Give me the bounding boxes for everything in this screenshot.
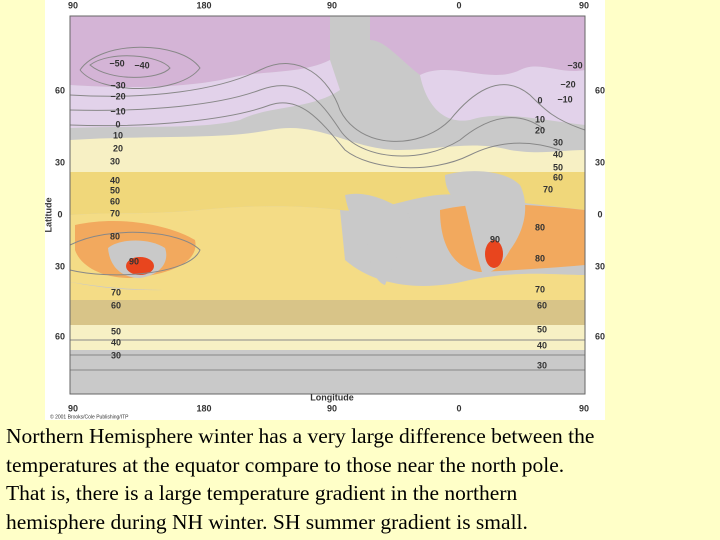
- caption-line: temperatures at the equator compare to t…: [6, 452, 565, 477]
- isotherm-label: 20: [113, 143, 123, 153]
- isotherm-label: −50: [109, 58, 124, 68]
- isolines: [69, 46, 586, 371]
- caption-line: That is, there is a large temperature gr…: [6, 481, 518, 505]
- bottom-tick-label: 180: [196, 403, 211, 413]
- isotherm-label: 60: [553, 172, 563, 182]
- right-tick-label: 60: [595, 331, 605, 341]
- isotherm-label: 70: [111, 287, 121, 297]
- isotherm-label: 30: [111, 350, 121, 360]
- isotherm-label: 30: [553, 137, 563, 147]
- isotherm-label: −40: [134, 60, 149, 70]
- temperature-map: 90 180 90 0 90 90 180 90 0 90 60 30 0 30 60 60 30 0 30 60 La…: [43, 0, 605, 420]
- isotherm-label: 50: [111, 326, 121, 336]
- cool-zone: [70, 60, 340, 128]
- isotherm-label: −10: [110, 106, 125, 116]
- cold-zone: [370, 16, 585, 75]
- map-frame: [69, 15, 586, 395]
- top-tick-label: 90: [327, 0, 337, 10]
- isotherm-label: 0: [537, 95, 542, 105]
- isotherm-label: 60: [111, 300, 121, 310]
- isotherm-label: 0: [115, 119, 120, 129]
- top-tick-label: 90: [579, 0, 589, 10]
- isotherm-label: 90: [490, 234, 500, 244]
- y-axis-label: Latitude: [43, 198, 53, 233]
- left-tick-label: 30: [55, 261, 65, 271]
- isotherm-label: 50: [553, 162, 563, 172]
- left-tick-label: 60: [55, 85, 65, 95]
- isotherm-label: −10: [557, 94, 572, 104]
- temperate-band: [70, 300, 585, 325]
- isotherm-label: −20: [560, 79, 575, 89]
- bottom-tick-label: 90: [579, 403, 589, 413]
- top-tick-label: 0: [456, 0, 461, 10]
- cool-zone: [420, 66, 585, 125]
- top-tick-label: 180: [196, 0, 211, 10]
- isotherm-label: 50: [110, 185, 120, 195]
- right-tick-label: 30: [595, 261, 605, 271]
- isotherm-label: 70: [535, 284, 545, 294]
- bottom-tick-label: 90: [327, 403, 337, 413]
- isotherm-label: 40: [110, 175, 120, 185]
- isotherm-label: 60: [537, 300, 547, 310]
- right-tick-label: 30: [595, 157, 605, 167]
- right-tick-label: 60: [595, 85, 605, 95]
- bottom-tick-label: 0: [456, 403, 461, 413]
- isotherm-label: 30: [537, 360, 547, 370]
- land: [445, 171, 526, 273]
- warm-zone: [70, 260, 585, 300]
- mild-band: [70, 325, 585, 350]
- isotherm-label: −30: [110, 80, 125, 90]
- credit: © 2001 Brooks/Cole Publishing/ITP: [50, 413, 129, 420]
- isotherm-label: 10: [535, 114, 545, 124]
- top-tick-label: 90: [68, 0, 78, 10]
- left-tick-label: 0: [57, 209, 62, 219]
- isotherm-label: 80: [535, 222, 545, 232]
- isotherm-label: 50: [537, 324, 547, 334]
- isotherm-label: 30: [110, 156, 120, 166]
- isotherm-label: 60: [110, 196, 120, 206]
- x-axis-label: Longitude: [310, 392, 354, 402]
- hot-spot: [485, 240, 503, 268]
- left-tick-label: 30: [55, 157, 65, 167]
- land: [345, 193, 410, 285]
- right-tick-label: 0: [597, 209, 602, 219]
- cold-zone: [70, 16, 330, 88]
- isotherm-label: 10: [113, 130, 123, 140]
- caption: Northern Hemisphere winter has a very la…: [6, 422, 718, 536]
- isotherm-label: 70: [543, 184, 553, 194]
- isotherm-label: 40: [111, 337, 121, 347]
- hot-spot: [126, 257, 154, 275]
- isotherm-label: −20: [110, 91, 125, 101]
- isotherm-label: 40: [537, 340, 547, 350]
- isotherm-label: −30: [567, 60, 582, 70]
- left-tick-label: 60: [55, 331, 65, 341]
- isotherm-label: 90: [129, 256, 139, 266]
- caption-line: hemisphere during NH winter. SH summer g…: [6, 509, 528, 534]
- isotherm-label: 40: [553, 149, 563, 159]
- isotherm-label: 20: [535, 125, 545, 135]
- isotherm-label: 80: [535, 253, 545, 263]
- isotherm-label: 80: [110, 231, 120, 241]
- isotherm-label: 70: [110, 208, 120, 218]
- bottom-tick-label: 90: [68, 403, 78, 413]
- caption-line: Northern Hemisphere winter has a very la…: [6, 424, 595, 448]
